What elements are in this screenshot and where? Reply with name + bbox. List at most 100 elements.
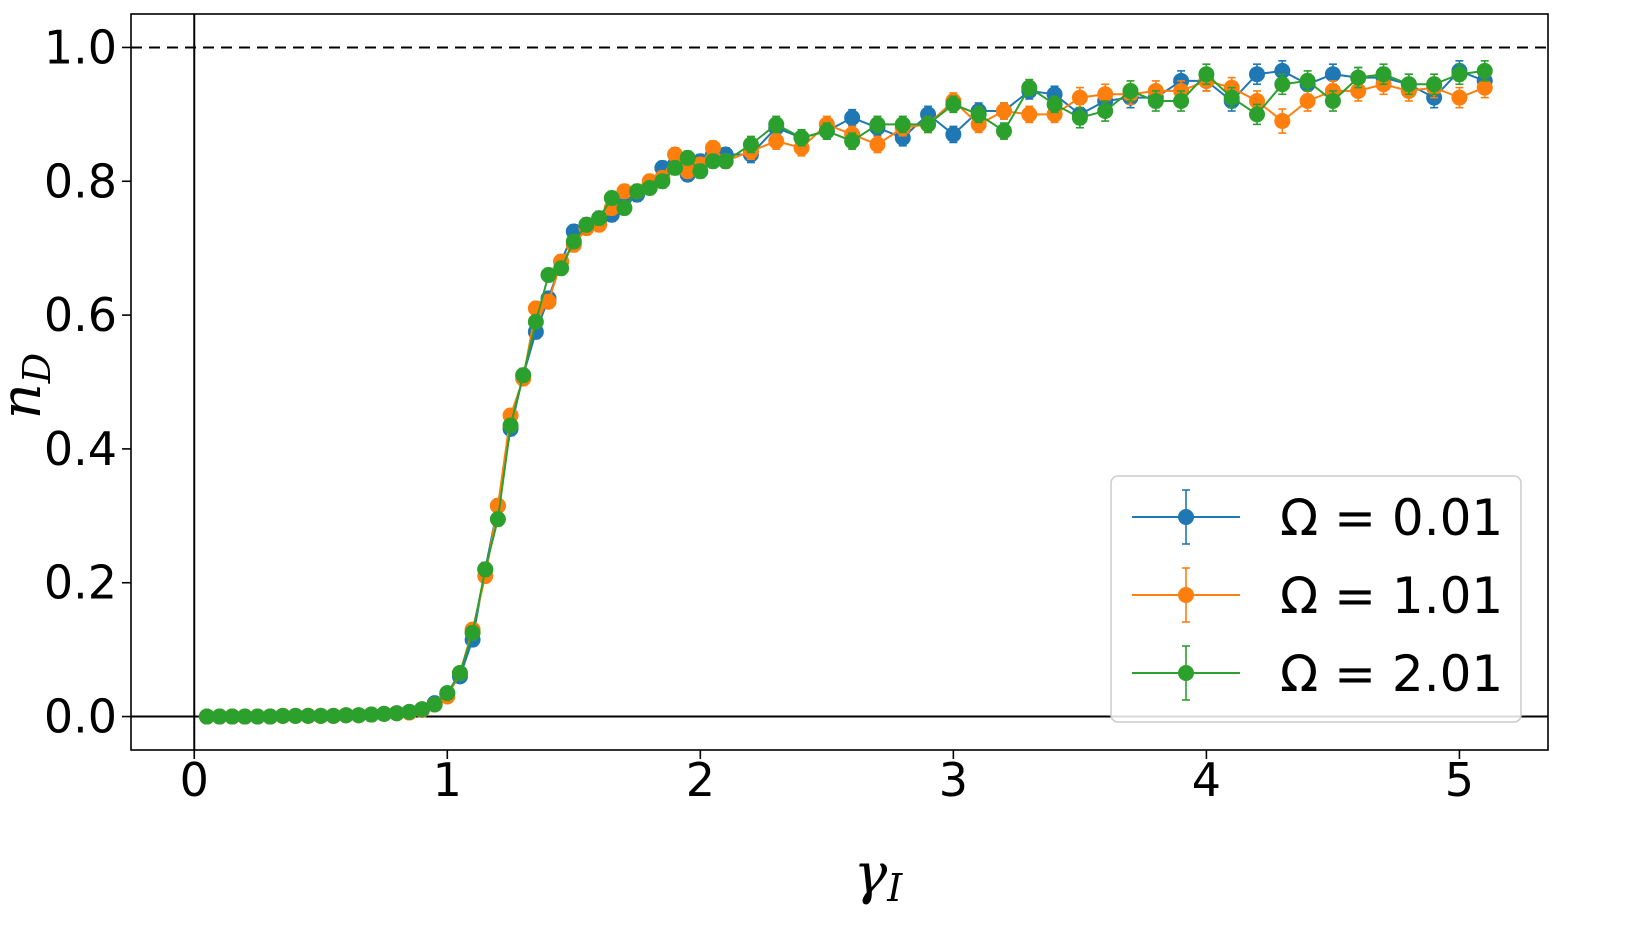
x-tick-label: 4 xyxy=(1192,753,1221,807)
y-axis-label-main: n xyxy=(0,383,54,419)
data-point xyxy=(1299,72,1316,89)
data-point xyxy=(1274,76,1291,93)
data-point xyxy=(844,109,861,126)
legend-marker xyxy=(1178,587,1194,603)
data-point xyxy=(768,116,785,133)
data-point xyxy=(451,665,468,682)
data-point xyxy=(287,707,304,724)
data-point xyxy=(376,705,393,722)
x-axis-label-main: γ xyxy=(854,842,888,907)
data-point xyxy=(565,233,582,250)
legend-marker xyxy=(1178,665,1194,681)
data-point xyxy=(439,685,456,702)
data-point xyxy=(1223,89,1240,106)
data-point xyxy=(667,159,684,176)
legend-label: Ω = 2.01 xyxy=(1280,645,1503,703)
data-point xyxy=(717,153,734,170)
x-axis-label: γI xyxy=(854,842,903,910)
data-point xyxy=(793,129,810,146)
data-point xyxy=(1451,89,1468,106)
data-point xyxy=(1173,92,1190,109)
data-point xyxy=(262,708,279,725)
data-point xyxy=(1021,79,1038,96)
y-axis-label: nD xyxy=(0,353,59,420)
data-point xyxy=(1122,82,1139,99)
data-point xyxy=(1071,109,1088,126)
data-point xyxy=(211,708,228,725)
data-point xyxy=(249,708,266,725)
legend: Ω = 0.01 Ω = 1.01 Ω = 2.01 xyxy=(1110,475,1522,723)
data-point xyxy=(742,136,759,153)
data-point xyxy=(477,561,494,578)
data-point xyxy=(1021,106,1038,123)
data-point xyxy=(540,293,557,310)
data-point xyxy=(489,511,506,528)
data-point xyxy=(464,624,481,641)
data-point xyxy=(945,126,962,143)
legend-entry-3: Ω = 2.01 xyxy=(1132,645,1503,703)
data-point xyxy=(591,210,608,227)
data-point xyxy=(1324,66,1341,83)
y-tick-label: 0.4 xyxy=(44,422,117,476)
data-point xyxy=(1249,106,1266,123)
data-point xyxy=(1249,66,1266,83)
data-point xyxy=(869,116,886,133)
data-point xyxy=(1147,92,1164,109)
data-point xyxy=(679,149,696,166)
data-point xyxy=(236,708,253,725)
series-3 xyxy=(198,60,1493,725)
data-point xyxy=(489,497,506,514)
series-layer xyxy=(198,60,1493,725)
data-point xyxy=(1274,113,1291,130)
legend-marker xyxy=(1178,509,1194,525)
data-point xyxy=(1375,66,1392,83)
data-point xyxy=(198,708,215,725)
data-point xyxy=(553,260,570,277)
data-point xyxy=(692,163,709,180)
y-tick-label: 0.0 xyxy=(44,690,117,744)
data-point xyxy=(704,139,721,156)
data-point xyxy=(338,707,355,724)
data-point xyxy=(1400,76,1417,93)
data-point xyxy=(629,183,646,200)
data-point xyxy=(970,106,987,123)
data-point xyxy=(1071,89,1088,106)
data-point xyxy=(401,703,418,720)
data-point xyxy=(1198,66,1215,83)
data-point xyxy=(704,153,721,170)
y-axis-label-sub: D xyxy=(15,353,59,384)
data-point xyxy=(1476,79,1493,96)
plot-frame xyxy=(130,13,1549,751)
y-tick-label: 0.2 xyxy=(44,556,117,610)
data-point xyxy=(768,133,785,150)
data-point xyxy=(413,701,430,718)
data-point xyxy=(603,190,620,206)
data-point xyxy=(300,707,317,724)
y-tick-label: 0.6 xyxy=(44,288,117,342)
data-point xyxy=(995,123,1012,140)
data-point xyxy=(502,417,519,434)
data-point xyxy=(224,708,241,725)
data-point xyxy=(350,707,367,724)
y-tick-label: 1.0 xyxy=(44,20,117,74)
data-point xyxy=(616,183,633,200)
data-point xyxy=(616,200,633,217)
data-point xyxy=(945,96,962,113)
data-point xyxy=(844,133,861,150)
data-point xyxy=(274,707,291,724)
x-tick-label: 2 xyxy=(686,753,715,807)
data-point xyxy=(1350,69,1367,86)
data-point xyxy=(667,146,684,163)
x-axis-label-sub: I xyxy=(886,866,903,910)
data-point xyxy=(515,367,532,384)
data-point xyxy=(679,163,696,180)
legend-label: Ω = 0.01 xyxy=(1280,489,1503,547)
data-point xyxy=(995,103,1012,120)
legend-entry-2: Ω = 1.01 xyxy=(1132,567,1503,625)
data-point xyxy=(920,116,937,133)
legend-frame xyxy=(1110,475,1522,723)
data-point xyxy=(363,706,380,723)
legend-items: Ω = 0.01 Ω = 1.01 Ω = 2.01 xyxy=(1132,489,1503,703)
data-point xyxy=(818,123,835,140)
